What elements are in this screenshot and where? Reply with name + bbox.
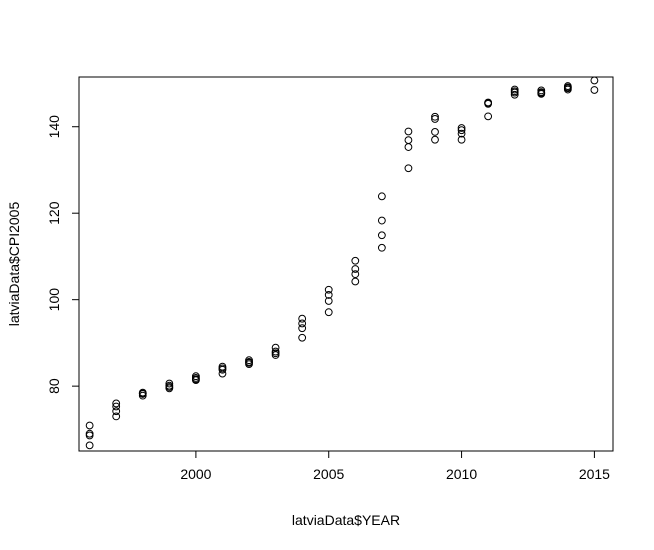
data-point	[590, 76, 599, 85]
data-point	[165, 383, 174, 391]
data-point	[484, 112, 493, 121]
data-point	[431, 128, 439, 136]
data-point	[431, 115, 439, 123]
data-point	[377, 243, 386, 252]
data-point	[537, 86, 546, 95]
x-axis: 2000 2005 2010 2015	[180, 450, 610, 482]
data-point	[218, 362, 227, 371]
y-tick-label: 120	[46, 201, 62, 225]
data-point	[191, 372, 200, 381]
data-point	[324, 308, 333, 317]
data-point	[431, 135, 439, 144]
data-point	[404, 127, 413, 136]
data-point	[138, 389, 147, 398]
data-point	[457, 126, 466, 135]
data-point	[404, 143, 413, 151]
data-point	[351, 277, 360, 286]
data-point	[191, 375, 200, 384]
data-point	[218, 365, 227, 374]
data-point	[537, 89, 546, 97]
data-point	[324, 291, 333, 299]
y-tick-label: 100	[46, 288, 62, 312]
y-axis-label: latviaData$CPI2005	[6, 202, 22, 327]
x-tick-label: 2005	[313, 466, 344, 482]
data-point	[85, 441, 94, 450]
x-tick-label: 2000	[180, 466, 211, 482]
y-tick-label: 140	[46, 115, 62, 139]
data-point	[85, 421, 94, 430]
data-point	[298, 324, 307, 333]
data-point	[165, 379, 174, 388]
data-point	[563, 82, 572, 90]
data-point	[298, 314, 307, 323]
data-point	[457, 135, 466, 144]
data-point	[245, 358, 253, 367]
data-point	[590, 86, 599, 94]
data-point	[510, 90, 519, 99]
data-point	[404, 136, 413, 145]
data-point	[85, 429, 94, 438]
data-points	[85, 76, 599, 450]
data-point	[271, 349, 280, 358]
x-tick-label: 2010	[446, 466, 477, 482]
data-point	[112, 407, 121, 416]
data-point	[351, 270, 360, 279]
data-point	[510, 87, 519, 96]
data-point	[298, 319, 307, 328]
data-point	[457, 129, 466, 138]
data-point	[324, 285, 333, 294]
data-point	[298, 333, 307, 342]
data-point	[484, 99, 493, 107]
data-point	[351, 256, 360, 265]
plot-frame	[78, 76, 614, 452]
data-point	[377, 216, 386, 225]
data-point	[377, 231, 386, 240]
y-tick-label: 80	[46, 378, 62, 394]
data-point	[431, 112, 439, 121]
data-point	[457, 124, 466, 132]
data-point	[563, 84, 572, 93]
data-point	[351, 265, 360, 273]
data-point	[112, 412, 121, 421]
y-axis: 80 100 120 140	[46, 115, 80, 394]
data-point	[324, 297, 333, 305]
data-point	[112, 402, 121, 411]
data-point	[404, 164, 413, 173]
x-axis-label: latviaData$YEAR	[292, 512, 400, 528]
data-point	[377, 192, 386, 201]
data-point	[112, 399, 121, 408]
x-tick-label: 2015	[579, 466, 610, 482]
data-point	[271, 343, 280, 352]
data-point	[245, 356, 253, 365]
